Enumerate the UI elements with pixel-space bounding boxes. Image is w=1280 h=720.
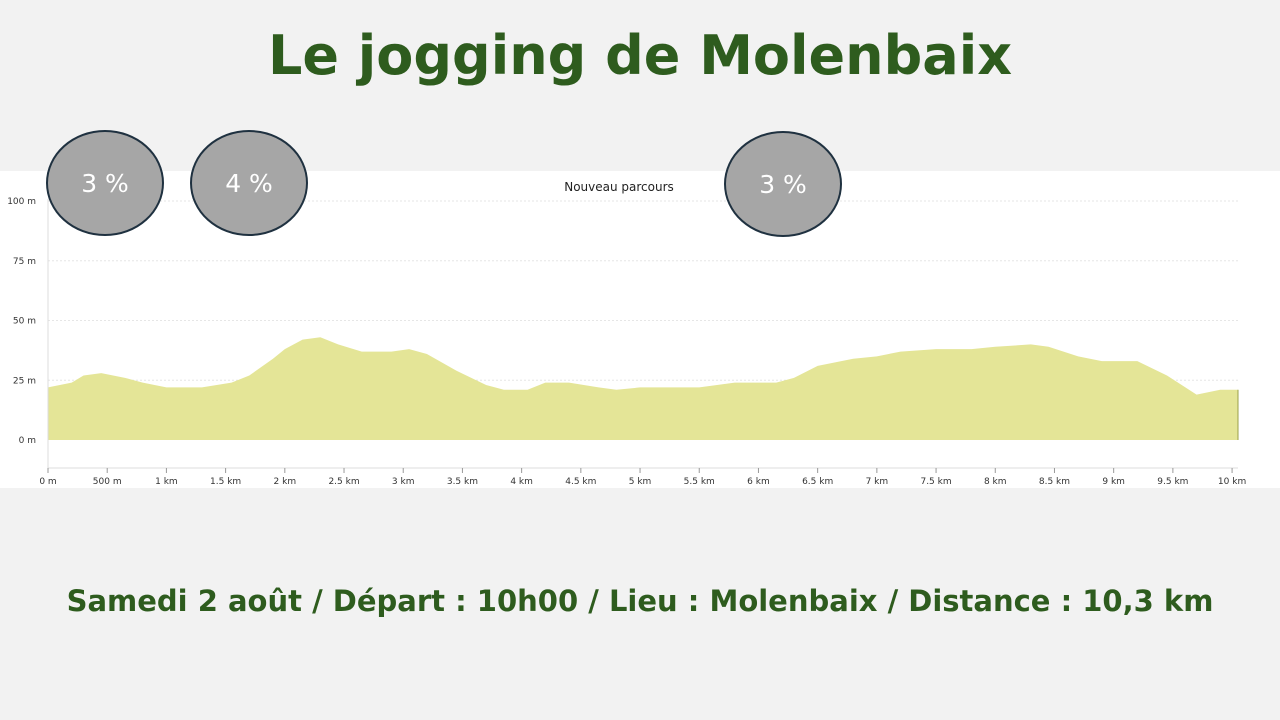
x-tick-label: 6 km bbox=[747, 477, 770, 487]
x-tick-label: 2.5 km bbox=[328, 477, 359, 487]
elevation-chart: 0 m 25 m 50 m 75 m 100 m 0 m 500 m 1 km 1.5 km 2 … bbox=[7, 180, 1246, 487]
y-tick-label: 0 m bbox=[19, 436, 36, 446]
x-tick-label: 5 km bbox=[629, 477, 652, 487]
elevation-chart-panel: 0 m 25 m 50 m 75 m 100 m 0 m 500 m 1 km 1.5 km 2 … bbox=[0, 171, 1280, 488]
y-tick-label: 100 m bbox=[7, 197, 36, 207]
y-tick-label: 50 m bbox=[13, 317, 36, 327]
y-tick-label: 75 m bbox=[13, 257, 36, 267]
x-tick-label: 5.5 km bbox=[684, 477, 715, 487]
gradient-badge-2: 4 % bbox=[190, 130, 308, 236]
x-tick-label: 3 km bbox=[392, 477, 415, 487]
x-tick-label: 8.5 km bbox=[1039, 477, 1070, 487]
x-tick-label: 7.5 km bbox=[920, 477, 951, 487]
x-tick-label: 10 km bbox=[1218, 477, 1246, 487]
x-tick-label: 1.5 km bbox=[210, 477, 241, 487]
x-tick-label: 2 km bbox=[274, 477, 297, 487]
x-tick-label: 6.5 km bbox=[802, 477, 833, 487]
x-tick-label: 0 m bbox=[39, 477, 56, 487]
y-tick-label: 25 m bbox=[13, 376, 36, 386]
x-tick-label: 500 m bbox=[93, 477, 122, 487]
chart-title: Nouveau parcours bbox=[564, 180, 674, 194]
gradient-badge-3: 3 % bbox=[724, 131, 842, 237]
event-details: Samedi 2 août / Départ : 10h00 / Lieu : … bbox=[66, 584, 1214, 618]
page-title: Le jogging de Molenbaix bbox=[267, 24, 1013, 87]
elevation-area bbox=[48, 337, 1238, 440]
x-tick-label: 9 km bbox=[1102, 477, 1125, 487]
x-tick-label: 3.5 km bbox=[447, 477, 478, 487]
x-tick-label: 8 km bbox=[984, 477, 1007, 487]
x-tick-label: 1 km bbox=[155, 477, 178, 487]
gradient-badge-1: 3 % bbox=[46, 130, 164, 236]
x-tick-label: 4.5 km bbox=[565, 477, 596, 487]
x-tick-label: 7 km bbox=[866, 477, 889, 487]
x-tick-label: 9.5 km bbox=[1157, 477, 1188, 487]
x-tick-label: 4 km bbox=[510, 477, 533, 487]
